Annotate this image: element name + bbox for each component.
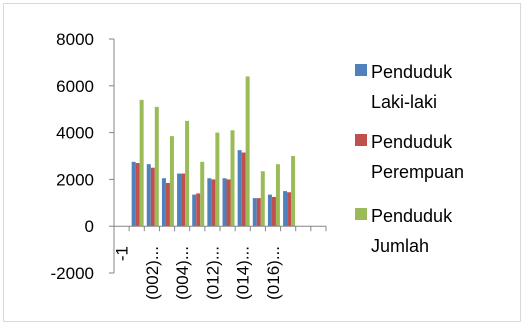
bar — [196, 193, 201, 227]
bar — [226, 179, 231, 227]
bar — [131, 161, 136, 227]
bar — [245, 76, 250, 227]
bar — [150, 167, 155, 227]
y-tick-label: 4000 — [56, 124, 94, 143]
bar — [181, 173, 186, 227]
bar — [211, 179, 216, 227]
bar — [177, 173, 182, 227]
legend-label: Laki-laki — [371, 92, 437, 112]
bar — [283, 191, 288, 227]
x-tick-label: (016)... — [264, 246, 283, 300]
x-tick-label: (004)... — [173, 246, 192, 300]
bar — [165, 182, 170, 227]
legend-label: Jumlah — [371, 236, 429, 256]
bar — [139, 99, 144, 227]
bar — [192, 194, 197, 227]
legend-label: Penduduk — [371, 132, 453, 152]
y-tick-label: 0 — [85, 217, 94, 236]
bar — [275, 164, 280, 227]
legend-swatch — [355, 134, 367, 146]
bar — [260, 171, 265, 227]
bar — [237, 150, 242, 227]
x-axis-tick-labels: -1 (002)... (004)... (012)... (014)... (016).… — [113, 246, 283, 300]
legend: Penduduk Laki-laki Penduduk Perempuan Pendud… — [355, 62, 464, 256]
y-tick-label: 6000 — [56, 77, 94, 96]
axes — [113, 39, 327, 273]
x-tick-label: (012)... — [203, 246, 222, 300]
bar — [222, 178, 227, 227]
y-tick-label: 2000 — [56, 170, 94, 189]
bar — [256, 198, 261, 227]
bar — [271, 196, 276, 227]
legend-swatch — [355, 64, 367, 76]
bar — [185, 120, 190, 227]
chart-frame: 8000 6000 4000 2000 0 -2000 -1 (002)... (004)..… — [3, 3, 521, 322]
bar — [154, 106, 159, 227]
bar — [267, 194, 272, 227]
bar — [215, 132, 220, 227]
bar — [230, 130, 235, 227]
bar — [200, 161, 205, 227]
x-tick-label: (002)... — [143, 246, 162, 300]
y-axis-ticks: 8000 6000 4000 2000 0 -2000 — [51, 30, 114, 283]
y-tick-label: 8000 — [56, 30, 94, 49]
legend-swatch — [355, 208, 367, 220]
bars — [131, 76, 296, 227]
x-tick-label: (014)... — [234, 246, 253, 300]
bar-chart: 8000 6000 4000 2000 0 -2000 -1 (002)... (004)..… — [51, 30, 465, 300]
x-tick-label: -1 — [113, 246, 132, 261]
legend-label: Perempuan — [371, 162, 464, 182]
bar — [169, 136, 174, 227]
legend-label: Penduduk — [371, 62, 453, 82]
bar — [287, 192, 292, 227]
legend-label: Penduduk — [371, 206, 453, 226]
bar — [291, 156, 296, 227]
bar — [161, 178, 166, 227]
bar — [241, 152, 246, 227]
bar — [135, 163, 140, 227]
bar — [207, 178, 212, 227]
bar — [252, 198, 257, 227]
y-tick-label: -2000 — [51, 264, 94, 283]
bar — [146, 164, 151, 227]
